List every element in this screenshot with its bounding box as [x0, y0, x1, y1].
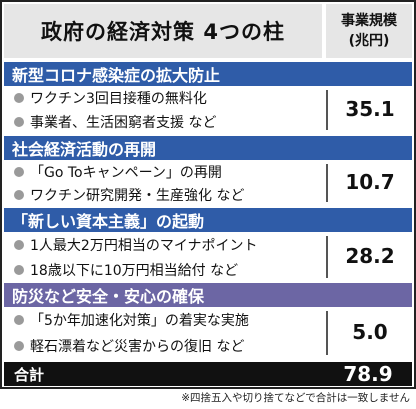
section-heading: 「新しい資本主義」の起動 — [4, 208, 412, 232]
bullet — [14, 93, 24, 103]
column-header: 事業規模 (兆円) — [326, 4, 412, 58]
bullet-text: 軽石漂着など災害からの復旧 など — [30, 339, 245, 355]
divider — [326, 90, 328, 130]
title: 政府の経済対策 4つの柱 — [4, 4, 322, 58]
section-body: ワクチン3回目接種の無料化 事業者、生活困窮者支援 など 35.1 — [4, 86, 412, 134]
bullet — [14, 166, 24, 177]
total-value: 78.9 — [343, 362, 393, 386]
bullet-text: 1人最大2万円相当のマイナポイント — [30, 237, 258, 254]
section-heading: 社会経済活動の再開 — [4, 136, 412, 160]
bullet — [14, 189, 24, 200]
bullet-item: 18歳以下に10万円相当給付 など — [14, 257, 238, 282]
bullet — [14, 264, 24, 275]
total-label: 合計 — [14, 366, 45, 384]
bullet — [14, 117, 24, 127]
section-value: 35.1 — [345, 97, 395, 121]
bullet-text: 「Go Toキャンペーン」の再開 — [30, 164, 222, 181]
section-heading: 防災など安全・安心の確保 — [4, 283, 412, 307]
column-header-unit: (兆円) — [348, 33, 390, 49]
section-body: 「5か年加速化対策」の着実な実施 軽石漂着など災害からの復旧 など 5.0 — [4, 307, 412, 359]
bullet-item: ワクチン研究開発・生産強化 など — [14, 183, 244, 206]
bullet — [14, 315, 24, 325]
total-row: 合計 78.9 — [4, 362, 412, 386]
bullet-text: 事業者、生活困窮者支援 など — [30, 115, 217, 131]
section-value: 10.7 — [345, 170, 395, 194]
bullet-text: 18歳以下に10万円相当給付 など — [30, 262, 239, 279]
section-value: 5.0 — [352, 320, 388, 344]
section-body: 1人最大2万円相当のマイナポイント 18歳以下に10万円相当給付 など 28.2 — [4, 232, 412, 282]
section-heading: 新型コロナ感染症の拡大防止 — [4, 62, 412, 86]
column-header-label: 事業規模 — [341, 13, 397, 29]
divider — [326, 236, 328, 278]
bullet — [14, 239, 24, 250]
bullet-text: ワクチン研究開発・生産強化 など — [30, 187, 245, 204]
section-body: 「Go Toキャンペーン」の再開ワクチン研究開発・生産強化 など 10.7 — [4, 160, 412, 206]
bullet-item: 「Go Toキャンペーン」の再開 — [14, 160, 222, 183]
divider — [326, 164, 328, 202]
bullet-item: 「5か年加速化対策」の着実な実施 — [14, 307, 249, 333]
bullet-item: 軽石漂着など災害からの復旧 など — [14, 333, 244, 359]
divider — [326, 311, 328, 355]
frame — [0, 0, 416, 389]
bullet-text: 「5か年加速化対策」の着実な実施 — [30, 313, 249, 329]
bullet-text: ワクチン3回目接種の無料化 — [30, 91, 207, 107]
bullet — [14, 341, 24, 351]
bullet-item: ワクチン3回目接種の無料化 — [14, 86, 207, 110]
section-value: 28.2 — [345, 244, 395, 268]
bullet-item: 事業者、生活困窮者支援 など — [14, 110, 216, 134]
bullet-item: 1人最大2万円相当のマイナポイント — [14, 232, 258, 257]
footnote: ※四捨五入や切り捨てなどで合計は一致しません — [181, 392, 410, 404]
